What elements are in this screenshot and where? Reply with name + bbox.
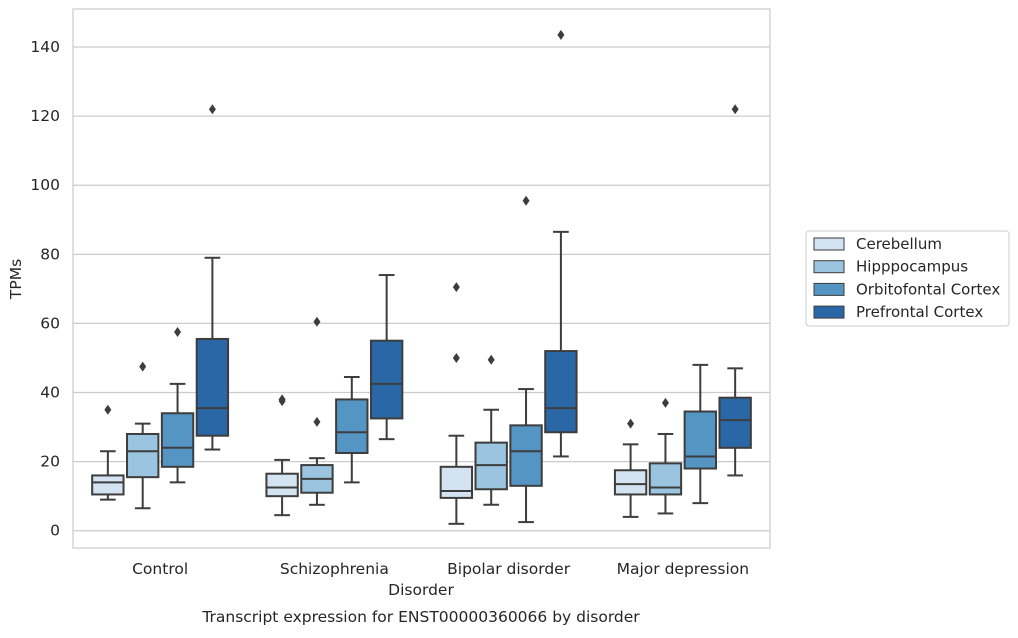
y-tick-label: 140 bbox=[30, 38, 60, 56]
y-tick-label: 40 bbox=[40, 384, 60, 402]
box bbox=[544, 350, 578, 434]
box bbox=[718, 396, 752, 449]
y-axis-label: TPMs bbox=[7, 259, 25, 300]
box bbox=[335, 398, 369, 454]
legend: Cerebellum Hipppocampus Orbitofontal Corte… bbox=[805, 230, 1010, 327]
y-tick-label: 120 bbox=[30, 107, 60, 125]
box-group bbox=[335, 375, 369, 484]
outlier-point bbox=[452, 352, 460, 363]
outlier-point bbox=[174, 327, 182, 338]
outlier-point bbox=[208, 104, 216, 115]
y-tick-label: 80 bbox=[40, 245, 60, 263]
box bbox=[91, 474, 125, 496]
x-tick-label: Control bbox=[132, 560, 188, 578]
x-tick-label: Major depression bbox=[617, 560, 750, 578]
box bbox=[160, 412, 195, 468]
y-tick-label: 20 bbox=[40, 453, 60, 471]
box bbox=[195, 337, 230, 437]
legend-frame bbox=[805, 230, 1010, 327]
box-group bbox=[544, 29, 578, 458]
x-axis-label: Disorder bbox=[388, 581, 454, 599]
box bbox=[439, 465, 474, 499]
box-group bbox=[300, 316, 334, 506]
legend-swatch bbox=[813, 260, 845, 274]
box-groups bbox=[91, 29, 752, 525]
outlier-point bbox=[104, 404, 112, 415]
y-tick-label: 60 bbox=[40, 314, 60, 332]
outlier-point bbox=[627, 418, 635, 429]
box-group bbox=[369, 274, 404, 441]
legend-swatch bbox=[813, 282, 845, 296]
plot-area-frame bbox=[72, 8, 771, 549]
outlier-point bbox=[452, 282, 460, 293]
outlier-point bbox=[139, 361, 147, 372]
box bbox=[613, 469, 648, 496]
figure-caption: Transcript expression for ENST0000036006… bbox=[201, 608, 640, 626]
box bbox=[648, 462, 683, 496]
box-group bbox=[718, 104, 752, 477]
outlier-point bbox=[313, 316, 321, 327]
outlier-point bbox=[557, 29, 565, 40]
box bbox=[509, 424, 543, 487]
box-group bbox=[439, 282, 474, 525]
box-group bbox=[648, 397, 683, 515]
box-group bbox=[126, 361, 160, 510]
legend-label: Prefrontal Cortex bbox=[856, 303, 983, 321]
legend-label: Orbitofontal Cortex bbox=[856, 280, 1000, 298]
x-tick-label: Bipolar disorder bbox=[447, 560, 571, 578]
x-tick-label: Schizophrenia bbox=[280, 560, 389, 578]
x-tick-labels: Control Schizophrenia Bipolar disorder Majo… bbox=[132, 560, 749, 578]
outlier-point bbox=[731, 104, 739, 115]
box-group bbox=[509, 195, 543, 524]
box-group bbox=[683, 363, 717, 505]
outlier-point bbox=[661, 397, 669, 408]
legend-swatch bbox=[813, 237, 845, 251]
outlier-point bbox=[487, 354, 495, 365]
box-group bbox=[160, 327, 195, 484]
y-tick-label: 0 bbox=[50, 522, 60, 540]
box bbox=[265, 472, 299, 498]
box-group bbox=[474, 354, 508, 506]
outlier-point bbox=[313, 416, 321, 427]
box bbox=[683, 410, 717, 470]
legend-items: Cerebellum Hipppocampus Orbitofontal Corte… bbox=[813, 235, 1000, 321]
y-tick-label: 100 bbox=[30, 176, 60, 194]
box bbox=[126, 432, 160, 479]
outlier-point bbox=[522, 195, 530, 206]
y-tick-labels: 0 20 40 60 80 100 120 140 bbox=[30, 38, 60, 540]
box bbox=[369, 339, 404, 420]
outlier-point bbox=[278, 394, 286, 405]
box-group bbox=[91, 404, 125, 501]
legend-swatch bbox=[813, 305, 845, 319]
legend-label: Cerebellum bbox=[856, 235, 942, 253]
box-group bbox=[265, 394, 299, 517]
box-group bbox=[613, 418, 648, 518]
box-group bbox=[195, 104, 230, 451]
legend-label: Hipppocampus bbox=[856, 258, 968, 276]
